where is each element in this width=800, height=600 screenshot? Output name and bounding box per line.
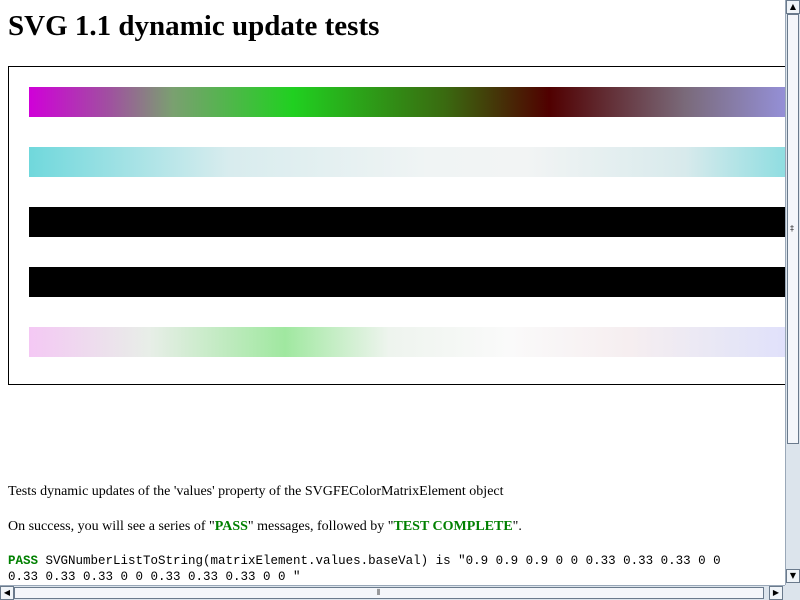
complete-keyword: TEST COMPLETE	[393, 519, 513, 534]
horizontal-scrollbar[interactable]: ◀ ⫴ ▶	[0, 585, 785, 600]
page-title: SVG 1.1 dynamic update tests	[8, 10, 380, 42]
filtered-gradient-bar-2	[29, 147, 785, 177]
console-output: PASS SVGNumberListToString(matrixElement…	[8, 553, 778, 585]
pass-keyword: PASS	[214, 519, 248, 534]
console-line-2: 0.33 0.33 0.33 0 0 0.33 0.33 0.33 0 0 "	[8, 570, 301, 584]
console-pass-label: PASS	[8, 554, 39, 568]
success-suffix: ".	[512, 519, 522, 534]
filtered-gradient-bar-4	[29, 267, 785, 297]
success-prefix: On success, you will see a series of "	[8, 519, 215, 534]
horizontal-grip-icon: ⫴	[377, 588, 381, 597]
filtered-gradient-bar-3	[29, 207, 785, 237]
vertical-grip-icon: ‡	[790, 224, 794, 233]
scroll-up-icon[interactable]: ▲	[786, 0, 800, 14]
filtered-gradient-bar-1	[29, 87, 785, 117]
scroll-left-icon[interactable]: ◀	[0, 586, 14, 600]
vertical-scroll-thumb[interactable]: ‡	[787, 14, 799, 444]
success-instructions: On success, you will see a series of "PA…	[8, 518, 522, 536]
filtered-gradient-bar-5	[29, 327, 785, 357]
console-line-1: SVGNumberListToString(matrixElement.valu…	[38, 554, 721, 568]
scroll-down-icon[interactable]: ▼	[786, 569, 800, 583]
scroll-right-icon[interactable]: ▶	[769, 586, 783, 600]
scrollbar-corner	[785, 585, 800, 600]
horizontal-scroll-thumb[interactable]: ⫴	[14, 587, 764, 599]
vertical-scrollbar[interactable]: ▲ ‡ ▼	[785, 0, 800, 585]
test-description: Tests dynamic updates of the 'values' pr…	[8, 484, 504, 499]
page-viewport: SVG 1.1 dynamic update tests Tests dynam…	[8, 10, 785, 585]
svg-test-frame	[8, 66, 785, 385]
success-middle: " messages, followed by "	[247, 519, 394, 534]
